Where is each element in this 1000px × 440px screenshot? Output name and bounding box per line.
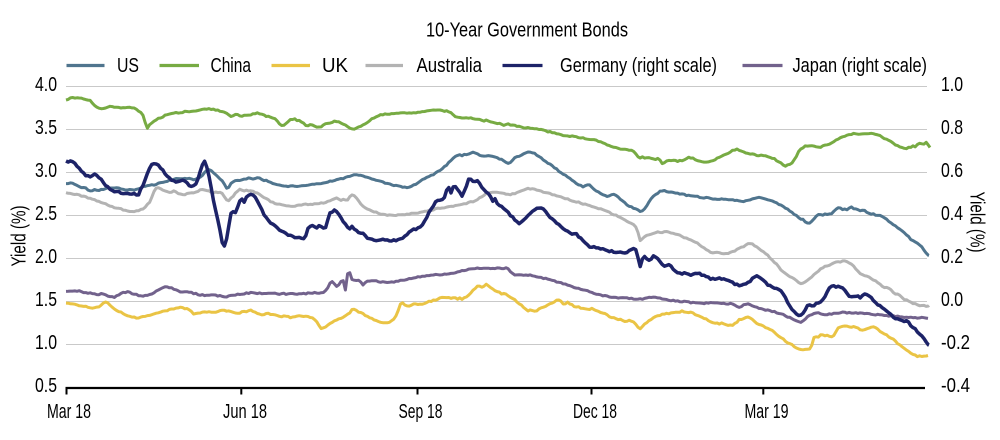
svg-text:0.0: 0.0 xyxy=(941,289,963,311)
svg-text:Yield (%): Yield (%) xyxy=(9,206,31,267)
svg-text:UK: UK xyxy=(322,55,349,77)
svg-text:China: China xyxy=(211,55,252,77)
svg-text:0.8: 0.8 xyxy=(941,117,963,139)
svg-text:3.0: 3.0 xyxy=(35,160,57,182)
svg-text:Jun 18: Jun 18 xyxy=(223,401,267,423)
svg-text:1.0: 1.0 xyxy=(941,74,963,96)
svg-text:2.0: 2.0 xyxy=(35,246,57,268)
svg-text:3.5: 3.5 xyxy=(35,117,57,139)
svg-text:Australia: Australia xyxy=(417,55,483,77)
svg-text:10-Year Government Bonds: 10-Year Government Bonds xyxy=(426,20,628,42)
svg-text:Mar 19: Mar 19 xyxy=(745,401,789,423)
svg-text:0.6: 0.6 xyxy=(941,160,963,182)
svg-text:0.2: 0.2 xyxy=(941,246,963,268)
svg-text:4.0: 4.0 xyxy=(35,74,57,96)
svg-text:Dec 18: Dec 18 xyxy=(573,401,617,423)
svg-text:0.4: 0.4 xyxy=(941,203,963,225)
svg-text:0.5: 0.5 xyxy=(35,375,57,397)
svg-text:Sep 18: Sep 18 xyxy=(399,401,443,423)
svg-text:Yield (%): Yield (%) xyxy=(966,192,988,253)
svg-text:Mar 18: Mar 18 xyxy=(47,401,91,423)
svg-text:1.0: 1.0 xyxy=(35,332,57,354)
svg-text:2.5: 2.5 xyxy=(35,203,57,225)
svg-text:US: US xyxy=(117,55,139,77)
svg-text:Japan (right scale): Japan (right scale) xyxy=(793,55,928,77)
svg-text:1.5: 1.5 xyxy=(35,289,57,311)
svg-text:-0.4: -0.4 xyxy=(941,375,970,397)
svg-text:-0.2: -0.2 xyxy=(941,332,970,354)
svg-text:Germany (right scale): Germany (right scale) xyxy=(560,55,717,77)
